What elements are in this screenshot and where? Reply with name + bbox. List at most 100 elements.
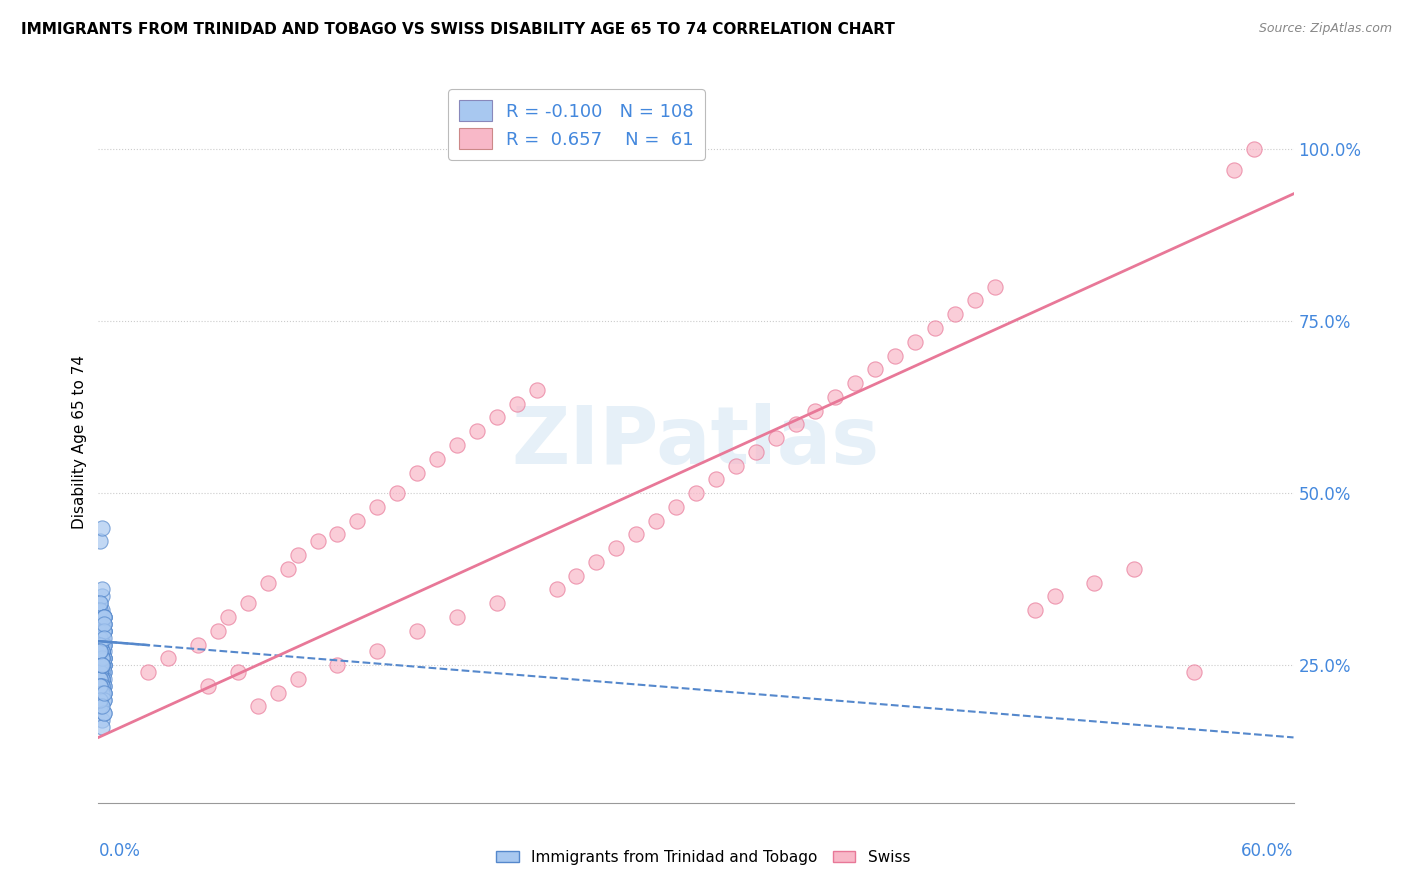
Point (93, 616, 115, 631)
Point (93, 610, 115, 624)
Point (91, 624, 114, 638)
Point (89, 596, 111, 610)
Point (89, 699, 111, 714)
Point (91, 624, 114, 638)
Point (93, 631, 115, 645)
Point (626, 527, 648, 541)
Point (91, 658, 114, 673)
Point (93, 644, 115, 658)
Point (91, 658, 114, 673)
Point (93, 616, 115, 631)
Point (91, 631, 114, 645)
Point (346, 514, 368, 528)
Point (485, 410, 508, 425)
Point (506, 397, 529, 411)
Point (91, 679, 114, 693)
Point (89, 644, 111, 658)
Point (824, 390, 846, 404)
Point (93, 658, 115, 673)
Point (207, 624, 229, 638)
Point (89, 631, 111, 645)
Point (89, 679, 111, 693)
Point (91, 658, 114, 673)
Point (93, 651, 115, 665)
Point (91, 644, 114, 658)
Point (93, 706, 115, 721)
Point (197, 679, 219, 693)
Point (89, 603, 111, 617)
Point (93, 638, 115, 652)
Point (89, 631, 111, 645)
Point (89, 644, 111, 658)
Point (1123, 562, 1146, 576)
Point (645, 514, 668, 528)
Point (187, 638, 209, 652)
Point (89, 624, 111, 638)
Point (89, 638, 111, 652)
Point (89, 644, 111, 658)
Point (89, 672, 111, 686)
Point (89, 679, 111, 693)
Point (326, 658, 349, 673)
Point (89, 672, 111, 686)
Point (91, 644, 114, 658)
Point (1223, 162, 1246, 177)
Point (89, 631, 111, 645)
Point (236, 596, 259, 610)
Point (91, 651, 114, 665)
Point (93, 658, 115, 673)
Point (93, 616, 115, 631)
Point (91, 616, 114, 631)
Point (89, 638, 111, 652)
Point (1243, 142, 1265, 156)
Point (1043, 590, 1066, 604)
Point (93, 692, 115, 706)
Point (217, 610, 239, 624)
Point (277, 562, 299, 576)
Point (89, 596, 111, 610)
Point (704, 472, 727, 486)
Point (91, 713, 114, 727)
Point (1024, 603, 1046, 617)
Point (91, 679, 114, 693)
Point (1083, 575, 1105, 590)
Y-axis label: Disability Age 65 to 74: Disability Age 65 to 74 (72, 354, 87, 529)
Point (765, 431, 787, 445)
Point (89, 665, 111, 679)
Point (91, 638, 114, 652)
Point (93, 651, 115, 665)
Point (91, 672, 114, 686)
Point (89, 534, 111, 549)
Point (91, 720, 114, 734)
Point (91, 699, 114, 714)
Point (924, 321, 946, 335)
Point (226, 665, 249, 679)
Point (91, 616, 114, 631)
Point (93, 638, 115, 652)
Point (326, 527, 349, 541)
Point (91, 638, 114, 652)
Point (91, 520, 114, 534)
Point (89, 616, 111, 631)
Point (89, 651, 111, 665)
Point (287, 672, 309, 686)
Point (984, 279, 1007, 293)
Point (89, 631, 111, 645)
Point (585, 555, 607, 569)
Point (804, 403, 827, 417)
Point (91, 651, 114, 665)
Point (93, 665, 115, 679)
Point (446, 438, 468, 452)
Point (884, 349, 907, 363)
Point (89, 631, 111, 645)
Point (865, 362, 887, 376)
Point (91, 665, 114, 679)
Point (93, 651, 115, 665)
Point (91, 644, 114, 658)
Point (93, 692, 115, 706)
Text: ZIPatlas: ZIPatlas (512, 402, 880, 481)
Point (904, 334, 927, 349)
Point (91, 686, 114, 700)
Point (93, 624, 115, 638)
Point (91, 590, 114, 604)
